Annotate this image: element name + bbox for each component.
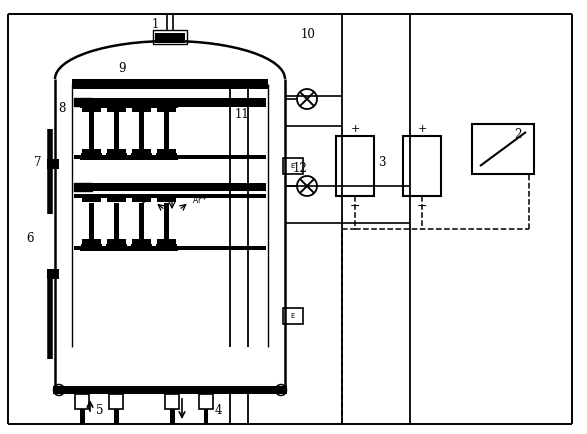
Bar bbox=[170, 409, 174, 424]
Bar bbox=[82, 198, 101, 203]
Bar bbox=[155, 33, 185, 43]
Bar bbox=[82, 240, 101, 244]
Text: −: − bbox=[350, 200, 360, 213]
Bar bbox=[114, 203, 119, 240]
Text: −: − bbox=[417, 200, 427, 213]
Text: +: + bbox=[350, 124, 360, 134]
Bar bbox=[157, 240, 176, 244]
Bar bbox=[132, 107, 151, 112]
Bar bbox=[109, 394, 123, 409]
Bar bbox=[153, 30, 187, 44]
Bar bbox=[336, 136, 374, 196]
Bar bbox=[403, 136, 441, 196]
Bar bbox=[204, 409, 208, 424]
Bar bbox=[107, 240, 126, 244]
Bar bbox=[79, 409, 85, 424]
Bar bbox=[89, 112, 94, 148]
Bar bbox=[81, 153, 102, 158]
Bar bbox=[74, 194, 266, 197]
Text: 10: 10 bbox=[301, 27, 315, 40]
Bar bbox=[132, 240, 151, 244]
Bar bbox=[80, 106, 178, 108]
Bar bbox=[75, 394, 89, 409]
Bar bbox=[47, 269, 59, 279]
Bar bbox=[131, 153, 152, 158]
Bar bbox=[114, 112, 119, 148]
Bar bbox=[107, 107, 126, 112]
Text: 2: 2 bbox=[514, 128, 522, 141]
Bar bbox=[157, 107, 176, 112]
Bar bbox=[107, 148, 126, 153]
Bar bbox=[106, 244, 127, 250]
Bar bbox=[164, 112, 169, 148]
Bar bbox=[74, 102, 266, 106]
Text: 12: 12 bbox=[293, 162, 308, 175]
Bar bbox=[74, 183, 92, 191]
Bar bbox=[156, 244, 177, 250]
Text: 3: 3 bbox=[378, 155, 386, 168]
Text: 6: 6 bbox=[26, 233, 33, 246]
Bar bbox=[283, 158, 303, 174]
Bar bbox=[81, 244, 102, 250]
Bar bbox=[53, 386, 287, 394]
Bar bbox=[74, 98, 92, 106]
Bar bbox=[132, 148, 151, 153]
Text: +: + bbox=[417, 124, 427, 134]
Text: 4: 4 bbox=[214, 404, 222, 417]
Bar bbox=[82, 148, 101, 153]
Bar bbox=[165, 394, 179, 409]
Bar bbox=[199, 394, 213, 409]
Text: e$^-$: e$^-$ bbox=[140, 197, 152, 206]
Bar bbox=[139, 112, 144, 148]
Text: Ar$^+$: Ar$^+$ bbox=[193, 194, 208, 206]
Bar bbox=[80, 159, 178, 160]
Bar bbox=[80, 250, 178, 251]
Text: E: E bbox=[291, 313, 295, 319]
Bar bbox=[74, 246, 266, 250]
Bar bbox=[164, 203, 169, 240]
Bar bbox=[132, 198, 151, 203]
Text: E: E bbox=[291, 163, 295, 169]
Text: 8: 8 bbox=[58, 102, 66, 115]
Bar bbox=[139, 203, 144, 240]
Bar bbox=[74, 98, 266, 106]
Bar bbox=[472, 124, 534, 174]
Bar bbox=[157, 198, 176, 203]
Bar bbox=[156, 153, 177, 158]
Text: 11: 11 bbox=[235, 108, 249, 121]
Bar bbox=[47, 159, 59, 169]
Bar bbox=[113, 409, 119, 424]
Bar bbox=[107, 198, 126, 203]
Bar bbox=[283, 308, 303, 324]
Text: 7: 7 bbox=[34, 155, 42, 168]
Bar bbox=[74, 183, 266, 191]
Text: 1: 1 bbox=[151, 17, 158, 30]
Bar bbox=[80, 197, 178, 198]
Bar bbox=[131, 244, 152, 250]
Bar bbox=[89, 203, 94, 240]
Bar bbox=[74, 155, 266, 159]
Text: 9: 9 bbox=[118, 62, 126, 76]
Bar bbox=[72, 79, 268, 89]
Bar bbox=[82, 107, 101, 112]
Bar bbox=[157, 148, 176, 153]
Bar bbox=[106, 153, 127, 158]
Text: 5: 5 bbox=[96, 404, 104, 417]
